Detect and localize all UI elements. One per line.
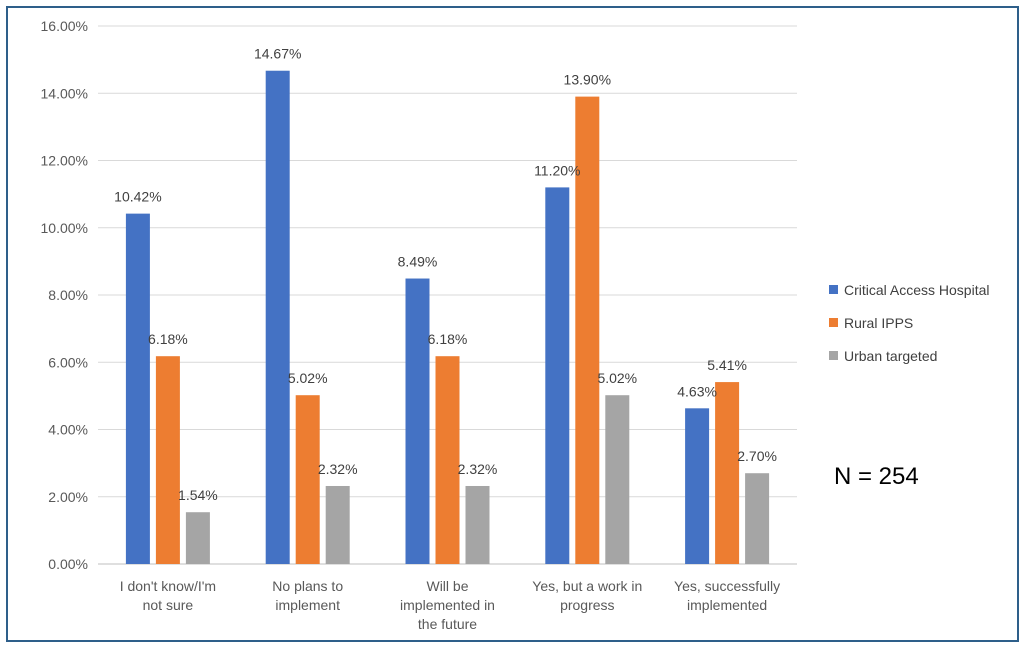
legend-swatch bbox=[829, 351, 838, 360]
data-label: 2.32% bbox=[458, 461, 498, 477]
data-label: 13.90% bbox=[564, 72, 611, 88]
bar-chart: 0.00% 2.00% 4.00% 6.00% 8.00% 10.00% 12.00% 14.… bbox=[41, 18, 990, 632]
data-label: 2.70% bbox=[737, 448, 777, 464]
bar-critical-access-hospital bbox=[685, 408, 710, 564]
y-tick-label: 16.00% bbox=[41, 18, 88, 34]
gridlines bbox=[98, 25, 797, 565]
x-axis-category-labels: I don't know/I'm not sure No plans to imple… bbox=[120, 578, 780, 632]
bar-urban-targeted bbox=[185, 512, 210, 564]
bar-urban-targeted bbox=[605, 395, 630, 564]
data-label: 14.67% bbox=[254, 46, 301, 62]
category-label: Yes, but a work in progress bbox=[532, 578, 642, 613]
y-tick-label: 4.00% bbox=[48, 422, 88, 438]
data-labels: 10.42% 14.67% 8.49% 11.20% 4.63% 6.18% 5.02% 6.… bbox=[114, 46, 777, 503]
chart-frame: 0.00% 2.00% 4.00% 6.00% 8.00% 10.00% 12.00% 14.… bbox=[6, 6, 1019, 642]
bar-rural-ipps bbox=[155, 356, 180, 564]
y-tick-label: 12.00% bbox=[41, 153, 88, 169]
category-label: No plans to implement bbox=[272, 578, 343, 613]
y-tick-label: 8.00% bbox=[48, 287, 88, 303]
legend-swatch bbox=[829, 285, 838, 294]
data-label: 8.49% bbox=[398, 254, 438, 270]
data-label: 5.02% bbox=[288, 370, 328, 386]
legend-label: Rural IPPS bbox=[844, 315, 913, 331]
bar-critical-access-hospital bbox=[545, 187, 570, 564]
category-label: Yes, successfully implemented bbox=[674, 578, 780, 613]
bar-rural-ipps bbox=[575, 96, 600, 565]
bar-critical-access-hospital bbox=[125, 213, 150, 564]
bar-critical-access-hospital bbox=[405, 278, 430, 564]
category-label: Will be implemented in the future bbox=[400, 578, 495, 632]
bar-rural-ipps bbox=[295, 395, 320, 564]
data-label: 10.42% bbox=[114, 189, 161, 205]
bar-critical-access-hospital bbox=[265, 70, 290, 564]
bar-urban-targeted bbox=[745, 473, 770, 564]
sample-size-annotation: N = 254 bbox=[834, 463, 919, 490]
bar-urban-targeted bbox=[465, 485, 490, 564]
y-tick-label: 6.00% bbox=[48, 354, 88, 370]
legend-label: Critical Access Hospital bbox=[844, 282, 990, 298]
y-tick-label: 14.00% bbox=[41, 85, 88, 101]
category-label: I don't know/I'm not sure bbox=[120, 578, 216, 613]
data-label: 5.02% bbox=[597, 370, 637, 386]
legend-label: Urban targeted bbox=[844, 348, 937, 364]
y-axis-tick-labels: 0.00% 2.00% 4.00% 6.00% 8.00% 10.00% 12.00% 14.… bbox=[41, 18, 88, 572]
y-tick-label: 0.00% bbox=[48, 556, 88, 572]
y-tick-label: 10.00% bbox=[41, 220, 88, 236]
y-tick-label: 2.00% bbox=[48, 489, 88, 505]
bar-rural-ipps bbox=[435, 356, 460, 564]
data-label: 2.32% bbox=[318, 461, 358, 477]
data-label: 11.20% bbox=[534, 162, 580, 178]
data-label: 6.18% bbox=[148, 331, 188, 347]
legend-swatch bbox=[829, 318, 838, 327]
data-label: 1.54% bbox=[178, 487, 218, 503]
data-label: 5.41% bbox=[707, 357, 747, 373]
bar-urban-targeted bbox=[325, 485, 350, 564]
data-label: 4.63% bbox=[677, 383, 717, 399]
bar-rural-ipps bbox=[715, 382, 740, 564]
legend: Critical Access Hospital Rural IPPS Urban … bbox=[829, 282, 990, 364]
data-label: 6.18% bbox=[428, 331, 468, 347]
bars bbox=[125, 70, 770, 565]
